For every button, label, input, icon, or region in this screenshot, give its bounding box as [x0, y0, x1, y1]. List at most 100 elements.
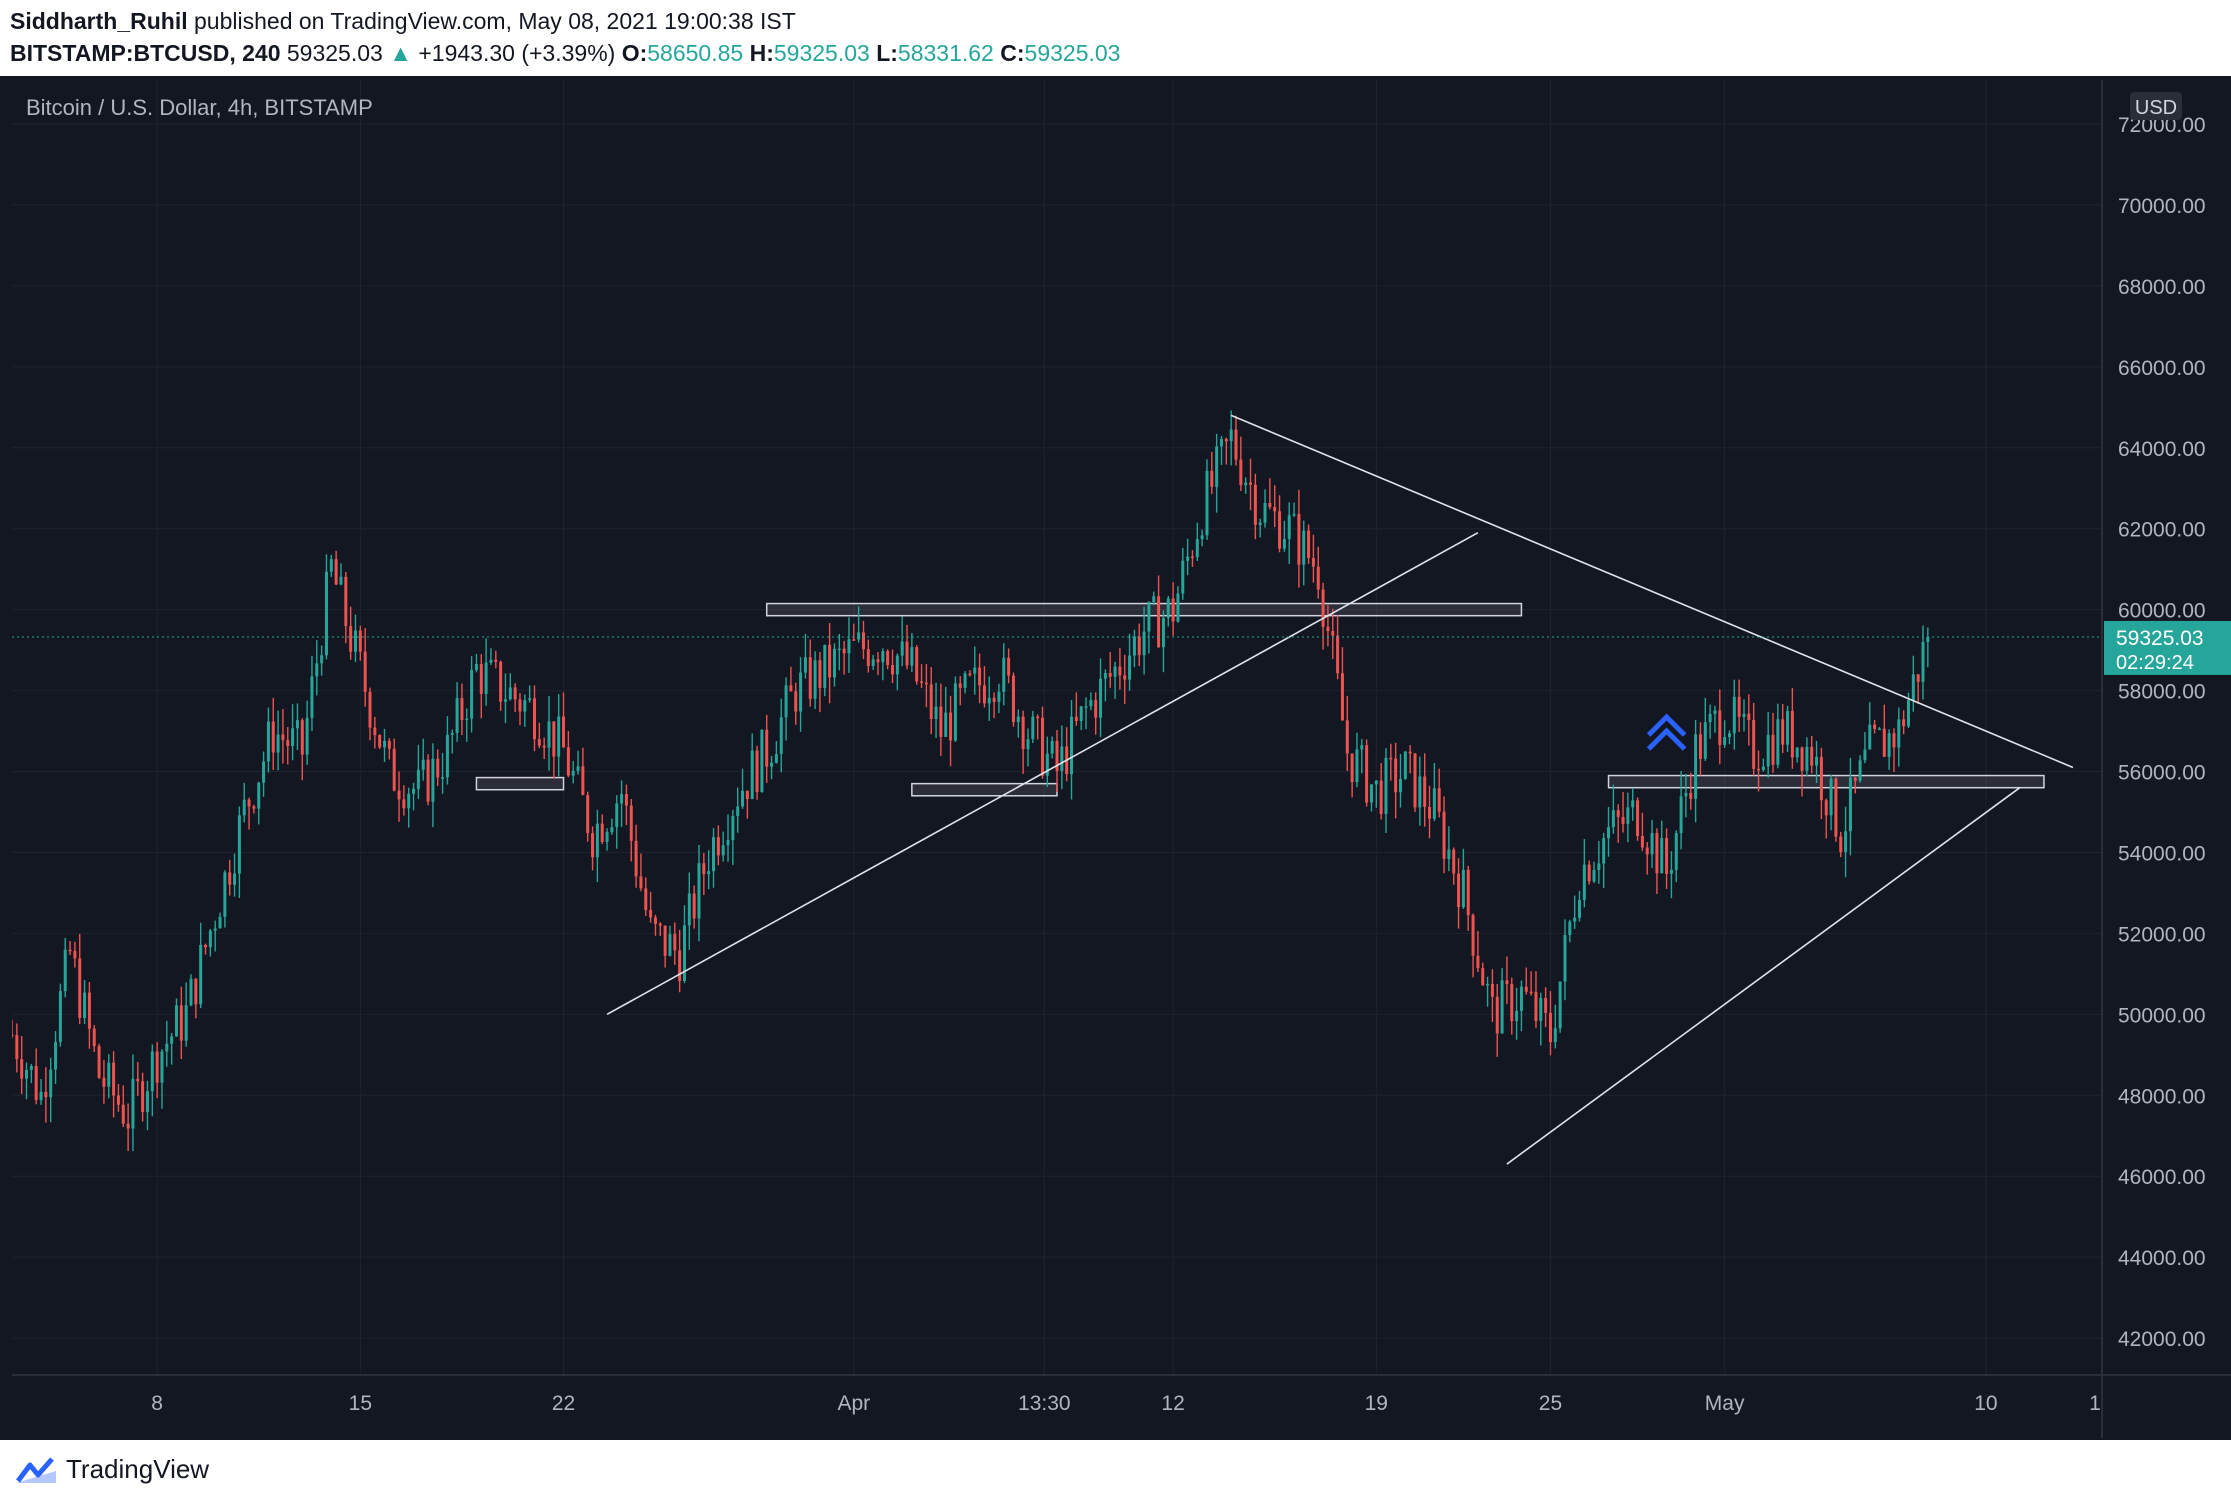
candle-body [1394, 758, 1398, 793]
candle-body [503, 699, 507, 702]
candle-body [131, 1078, 135, 1129]
candle-body [586, 794, 590, 834]
candle-body [861, 632, 865, 650]
candle-body [910, 647, 914, 666]
y-tick-label: 42000.00 [2118, 1328, 2206, 1351]
candle-body [1873, 724, 1877, 729]
y-tick-label: 50000.00 [2118, 1004, 2206, 1027]
support-resistance-zone [911, 782, 1058, 797]
candle-body [494, 659, 498, 662]
candle-body [1476, 955, 1480, 969]
candle-body [634, 840, 638, 877]
candle-body [116, 1095, 120, 1105]
candle-body [286, 740, 290, 746]
candle-body [1273, 507, 1277, 512]
up-triangle-icon: ▲ [389, 40, 412, 66]
candle-body [58, 991, 62, 1043]
trend-line [1506, 787, 2021, 1165]
candle-body [741, 790, 745, 807]
candle-body [1631, 800, 1635, 808]
time-axis[interactable]: 8 15 22 Apr 13:30 12 19 25 May 10 1 [12, 1374, 2231, 1415]
candle-body [842, 648, 846, 654]
candle-body [470, 670, 474, 719]
candle-body [929, 684, 933, 720]
candle-body [1249, 482, 1253, 485]
candle-body [112, 1062, 116, 1096]
author-name[interactable]: Siddharth_Ruhil [10, 8, 188, 34]
candle-body [958, 683, 962, 688]
candle-body [1176, 593, 1180, 622]
candle-body [315, 663, 319, 677]
candle-body [247, 799, 251, 807]
candle-body [658, 923, 662, 926]
candle-body [10, 1034, 14, 1037]
high-label: H: [749, 40, 774, 66]
price-chart[interactable]: 42000.00 44000.00 46000.00 48000.00 50000.00… [10, 80, 2231, 1438]
candle-body [1447, 849, 1451, 859]
candle-body [1742, 713, 1746, 717]
candle-body [102, 1077, 106, 1087]
candle-body [1229, 429, 1233, 442]
support-resistance-zone [1607, 774, 2045, 789]
tradingview-brand[interactable]: TradingView [14, 1454, 209, 1485]
candle-body [78, 958, 82, 1018]
candle-body [1118, 666, 1122, 676]
y-tick-label: 68000.00 [2118, 276, 2206, 299]
candle-body [949, 712, 953, 741]
trend-line [1230, 414, 2074, 769]
candle-body [54, 1042, 58, 1070]
candle-body [731, 816, 735, 841]
candle-body [639, 876, 643, 889]
candle-body [712, 837, 716, 872]
candle-body [1060, 746, 1064, 771]
candle-body [1718, 710, 1722, 745]
candle-body [416, 769, 420, 789]
candle-body [1868, 724, 1872, 750]
candle-body [20, 1059, 24, 1079]
candle-body [121, 1104, 125, 1124]
candle-body [1515, 1010, 1519, 1022]
candle-body [1437, 788, 1441, 812]
candle-body [1800, 747, 1804, 771]
close-value: 59325.03 [1024, 40, 1121, 66]
candle-body [1365, 745, 1369, 803]
candle-body [900, 641, 904, 656]
candle-body [426, 759, 430, 802]
candle-body [194, 978, 198, 1005]
candle-body [934, 706, 938, 720]
candle-body [233, 873, 237, 885]
last-price: 59325.03 [286, 40, 383, 66]
candle-body [1016, 716, 1020, 723]
candle-body [1776, 719, 1780, 765]
candle-body [189, 978, 193, 1006]
candle-body [668, 934, 672, 956]
price-axis[interactable]: 42000.00 44000.00 46000.00 48000.00 50000.00… [2101, 80, 2231, 1438]
candle-body [1766, 734, 1770, 767]
candle-body [204, 944, 208, 948]
candle-body [49, 1069, 53, 1098]
candle-body [441, 777, 445, 779]
candle-body [750, 750, 754, 799]
candle-body [1781, 719, 1785, 745]
candle-body [1345, 720, 1349, 754]
currency-badge[interactable] [2130, 92, 2182, 120]
candle-body [291, 728, 295, 746]
y-tick-label: 58000.00 [2118, 681, 2206, 704]
candle-body [770, 762, 774, 767]
candle-body [1418, 776, 1422, 808]
candle-body [692, 893, 696, 919]
candle-body [349, 626, 353, 652]
candle-body [973, 667, 977, 674]
candle-body [281, 734, 285, 741]
candle-body [1195, 539, 1199, 558]
candle-body [1461, 869, 1465, 908]
candle-body [1389, 757, 1393, 760]
candle-body [1563, 935, 1567, 982]
chart-frame[interactable]: 42000.00 44000.00 46000.00 48000.00 50000.00… [10, 80, 2231, 1438]
candle-body [644, 888, 648, 910]
candle-body [1147, 602, 1151, 632]
candle-body [963, 673, 967, 688]
candle-body [373, 727, 377, 736]
candle-body [1815, 756, 1819, 766]
candle-body [1403, 751, 1407, 780]
